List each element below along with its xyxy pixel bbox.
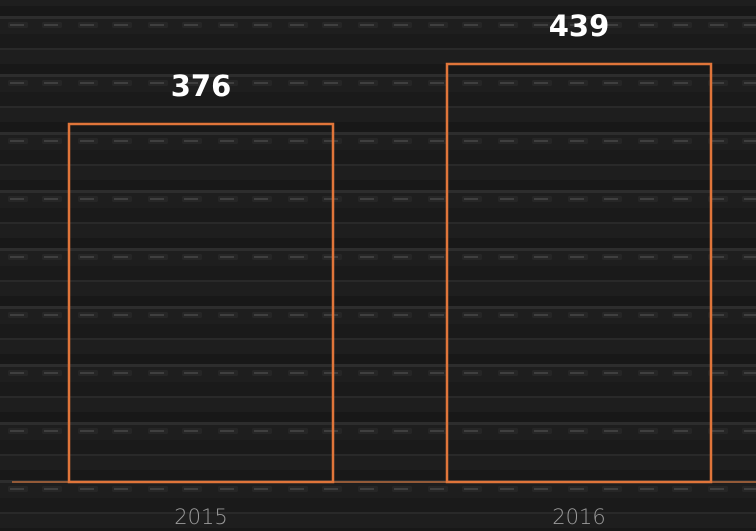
bar — [445, 62, 713, 484]
value-label: 376 — [171, 69, 232, 103]
bar — [67, 122, 335, 484]
value-label: 439 — [549, 9, 610, 43]
x-tick-label: 2016 — [552, 505, 605, 529]
x-tick-label: 2015 — [174, 505, 227, 529]
